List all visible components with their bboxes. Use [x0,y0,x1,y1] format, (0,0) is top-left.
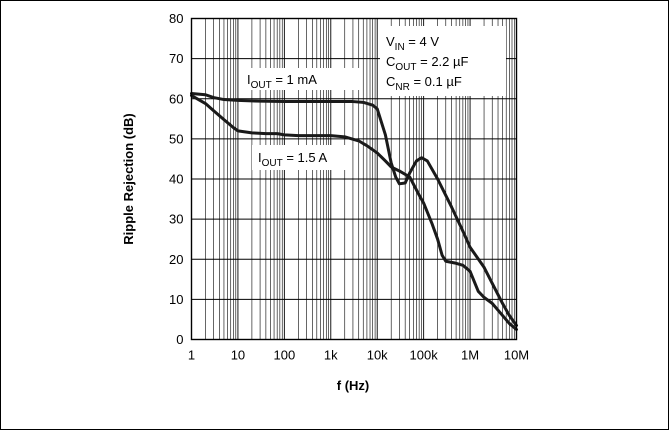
y-tick-label: 60 [169,91,183,106]
y-tick-label: 0 [176,332,183,347]
conditions-box [380,26,506,96]
condition-label: COUT = 2.2 µF [386,54,468,73]
y-tick-label: 20 [169,252,183,267]
series-line-1 [190,92,518,327]
series-line-2 [190,94,518,331]
x-tick-label: 10 [231,348,245,363]
y-tick-label: 70 [169,51,183,66]
x-tick-label: 1k [324,348,338,363]
x-tick-label: 10M [504,348,529,363]
y-tick-label: 50 [169,131,183,146]
series-1-label: IOUT = 1 mA [247,72,317,91]
y-tick-label: 80 [169,11,183,26]
x-axis-label: f (Hz) [337,378,370,393]
plot-area-border [190,17,518,341]
y-axis-label: Ripple Rejection (dB) [121,113,136,244]
y-tick-label: 10 [169,292,183,307]
series-1-label-box [241,68,361,90]
x-tick-label: 1M [461,348,479,363]
series-2-label: IOUT = 1.5 A [258,150,328,169]
condition-label: VIN = 4 V [386,34,439,53]
condition-label: CNR = 0.1 µF [386,74,462,93]
x-tick-label: 1 [188,348,195,363]
x-tick-label: 10k [367,348,388,363]
y-tick-label: 40 [169,172,183,187]
y-tick-label: 30 [169,212,183,227]
x-tick-label: 100 [274,348,296,363]
series-2-label-box [252,145,352,170]
x-tick-label: 100k [410,348,439,363]
